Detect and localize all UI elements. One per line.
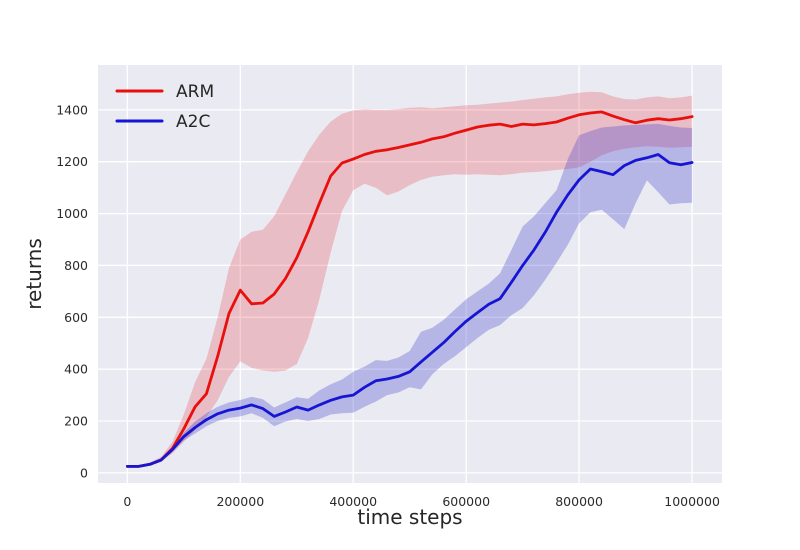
x-tick-label: 200000 — [216, 494, 264, 509]
x-tick-label: 400000 — [329, 494, 377, 509]
y-tick-label: 1000 — [56, 206, 88, 221]
y-tick-label: 400 — [64, 362, 88, 377]
x-axis-label: time steps — [357, 505, 463, 529]
legend-label-a2c: A2C — [176, 112, 210, 132]
plot-background — [98, 65, 722, 483]
band-a2c — [127, 123, 693, 468]
x-tick-label: 1000000 — [664, 494, 720, 509]
y-tick-label: 800 — [64, 258, 88, 273]
y-tick-label: 200 — [64, 414, 88, 429]
y-tick-label: 1200 — [56, 154, 88, 169]
line-arm — [126, 110, 694, 468]
y-tick-label: 0 — [80, 465, 88, 480]
x-tick-label: 0 — [123, 494, 131, 509]
x-tick-label: 600000 — [442, 494, 490, 509]
x-tick-label: 800000 — [555, 494, 603, 509]
y-tick-label: 1400 — [56, 102, 88, 117]
line-a2c — [126, 153, 694, 468]
legend-label-arm: ARM — [176, 82, 214, 102]
y-tick-label: 600 — [64, 310, 88, 325]
y-axis-label: returns — [22, 238, 46, 310]
